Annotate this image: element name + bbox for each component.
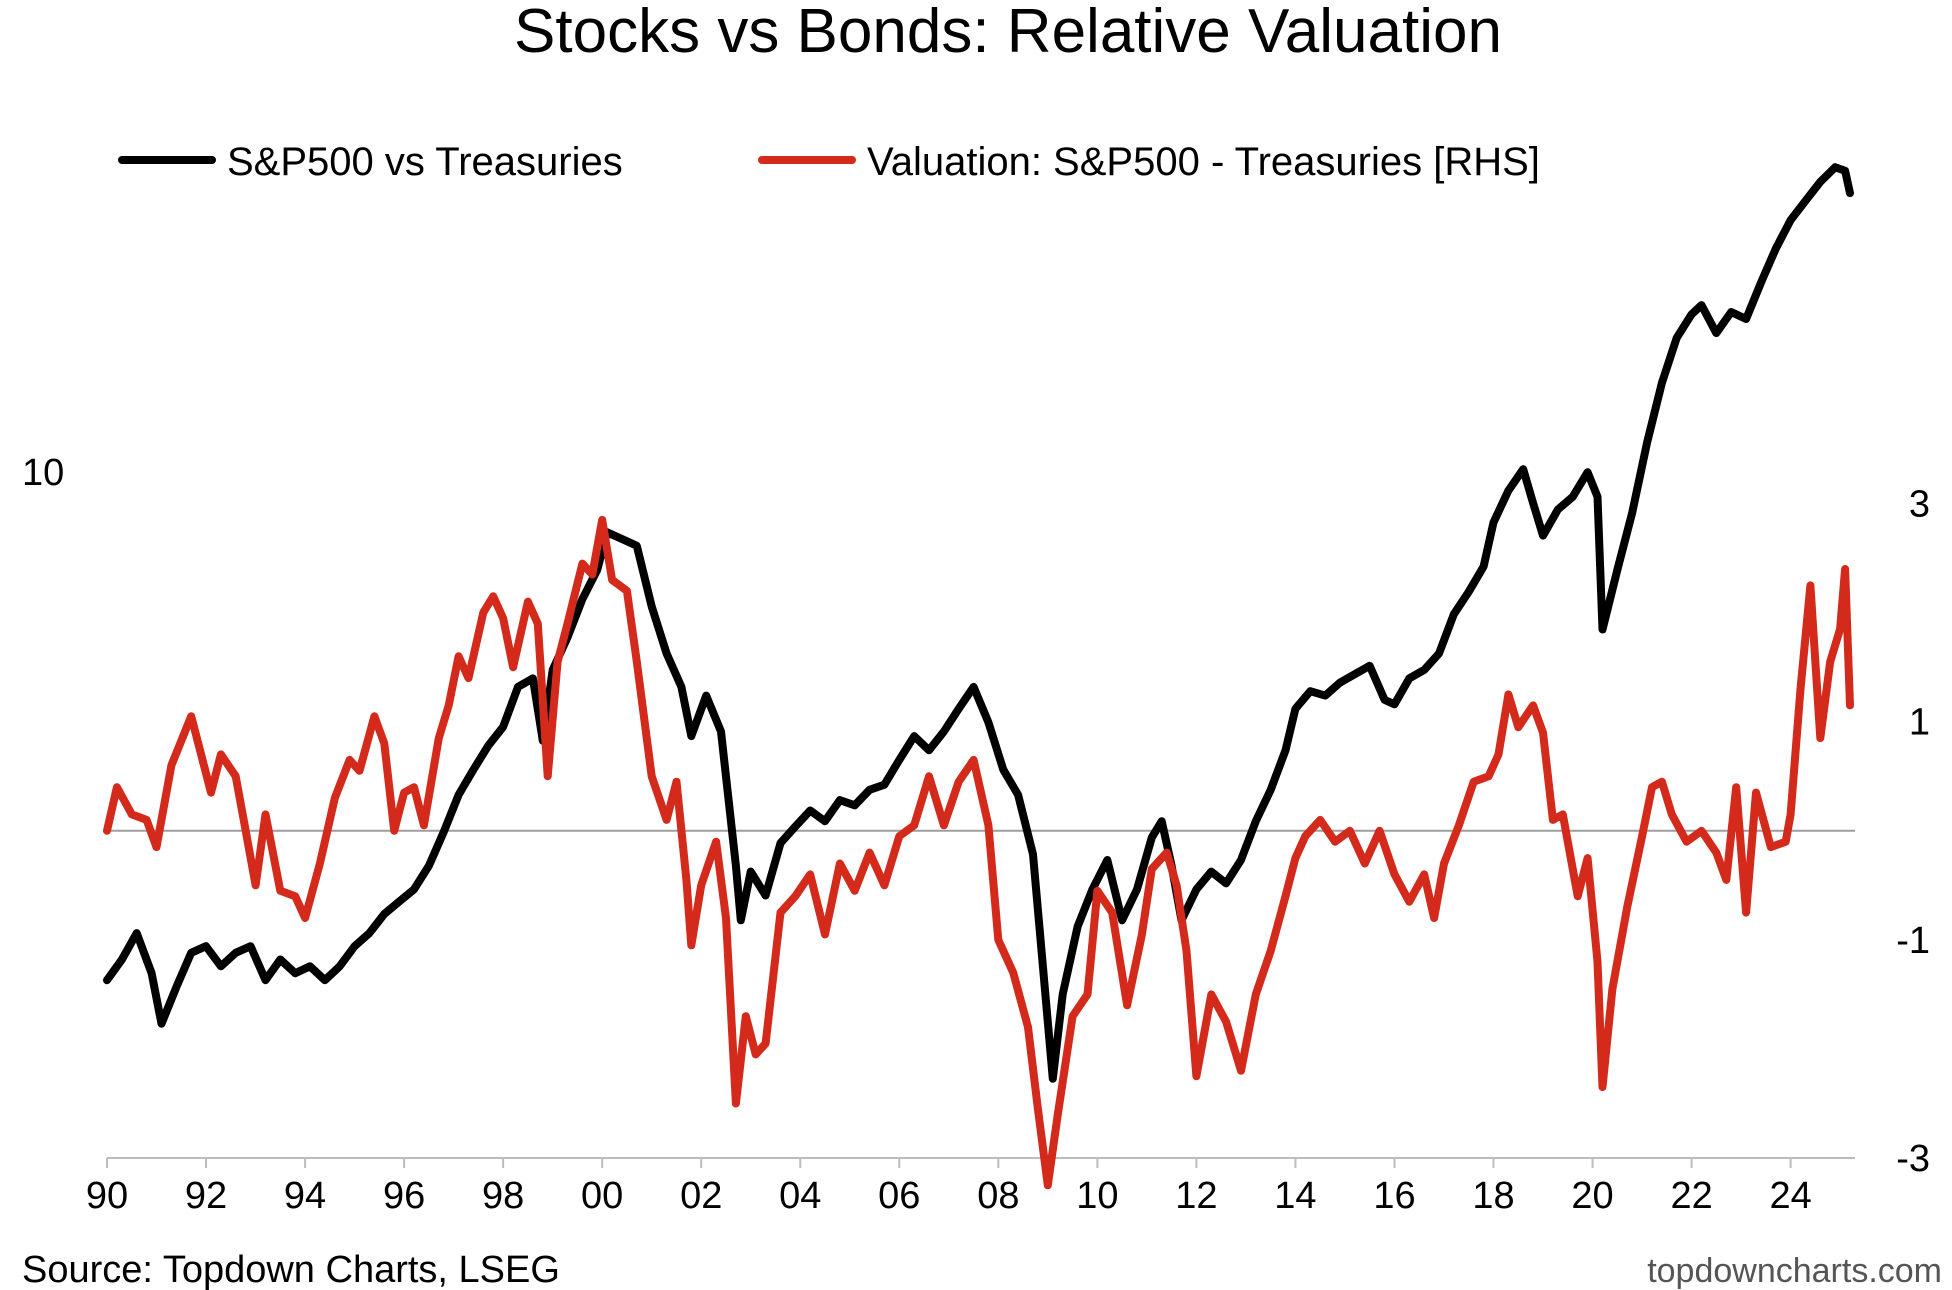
x-axis-ticks: 90 92 94 96 98 00 02 04 06 08 10 12 14 16 18 20 22 24 [86,1158,1812,1217]
right-axis-tick-label: 1 [1909,702,1930,744]
x-tick-label: 98 [482,1175,524,1217]
source-note: Source: Topdown Charts, LSEG [22,1249,560,1290]
x-tick-label: 20 [1571,1175,1613,1217]
x-tick-label: 10 [1076,1175,1118,1217]
x-tick-label: 24 [1769,1175,1811,1217]
x-tick-label: 04 [779,1175,821,1217]
x-tick-label: 02 [680,1175,722,1217]
series-line-valuation [103,515,1854,1190]
x-tick-label: 12 [1175,1175,1217,1217]
right-axis-tick-label: 3 [1909,484,1930,526]
right-axis-tick-label: -1 [1896,920,1930,962]
x-tick-label: 96 [383,1175,425,1217]
left-axis-tick-label: 10 [22,452,64,494]
right-axis-tick-label: -3 [1896,1138,1930,1180]
series-line-sp500-vs-treasuries [103,163,1854,1083]
left-axis-ticks: 10 [22,452,64,494]
x-tick-label: 16 [1373,1175,1415,1217]
x-tick-label: 94 [284,1175,326,1217]
x-tick-label: 90 [86,1175,128,1217]
x-tick-label: 22 [1670,1175,1712,1217]
watermark: topdowncharts.com [1647,1252,1942,1290]
x-tick-label: 18 [1472,1175,1514,1217]
x-tick-label: 00 [581,1175,623,1217]
legend-label-sp500-vs-treasuries: S&P500 vs Treasuries [227,140,623,184]
legend: S&P500 vs Treasuries Valuation: S&P500 -… [118,140,1540,184]
x-tick-label: 08 [977,1175,1019,1217]
x-tick-label: 92 [185,1175,227,1217]
x-tick-label: 14 [1274,1175,1316,1217]
legend-label-valuation: Valuation: S&P500 - Treasuries [RHS] [867,140,1540,184]
chart-title: Stocks vs Bonds: Relative Valuation [514,0,1502,66]
right-axis-ticks: 3 1 -1 -3 [1896,484,1930,1180]
x-tick-label: 06 [878,1175,920,1217]
